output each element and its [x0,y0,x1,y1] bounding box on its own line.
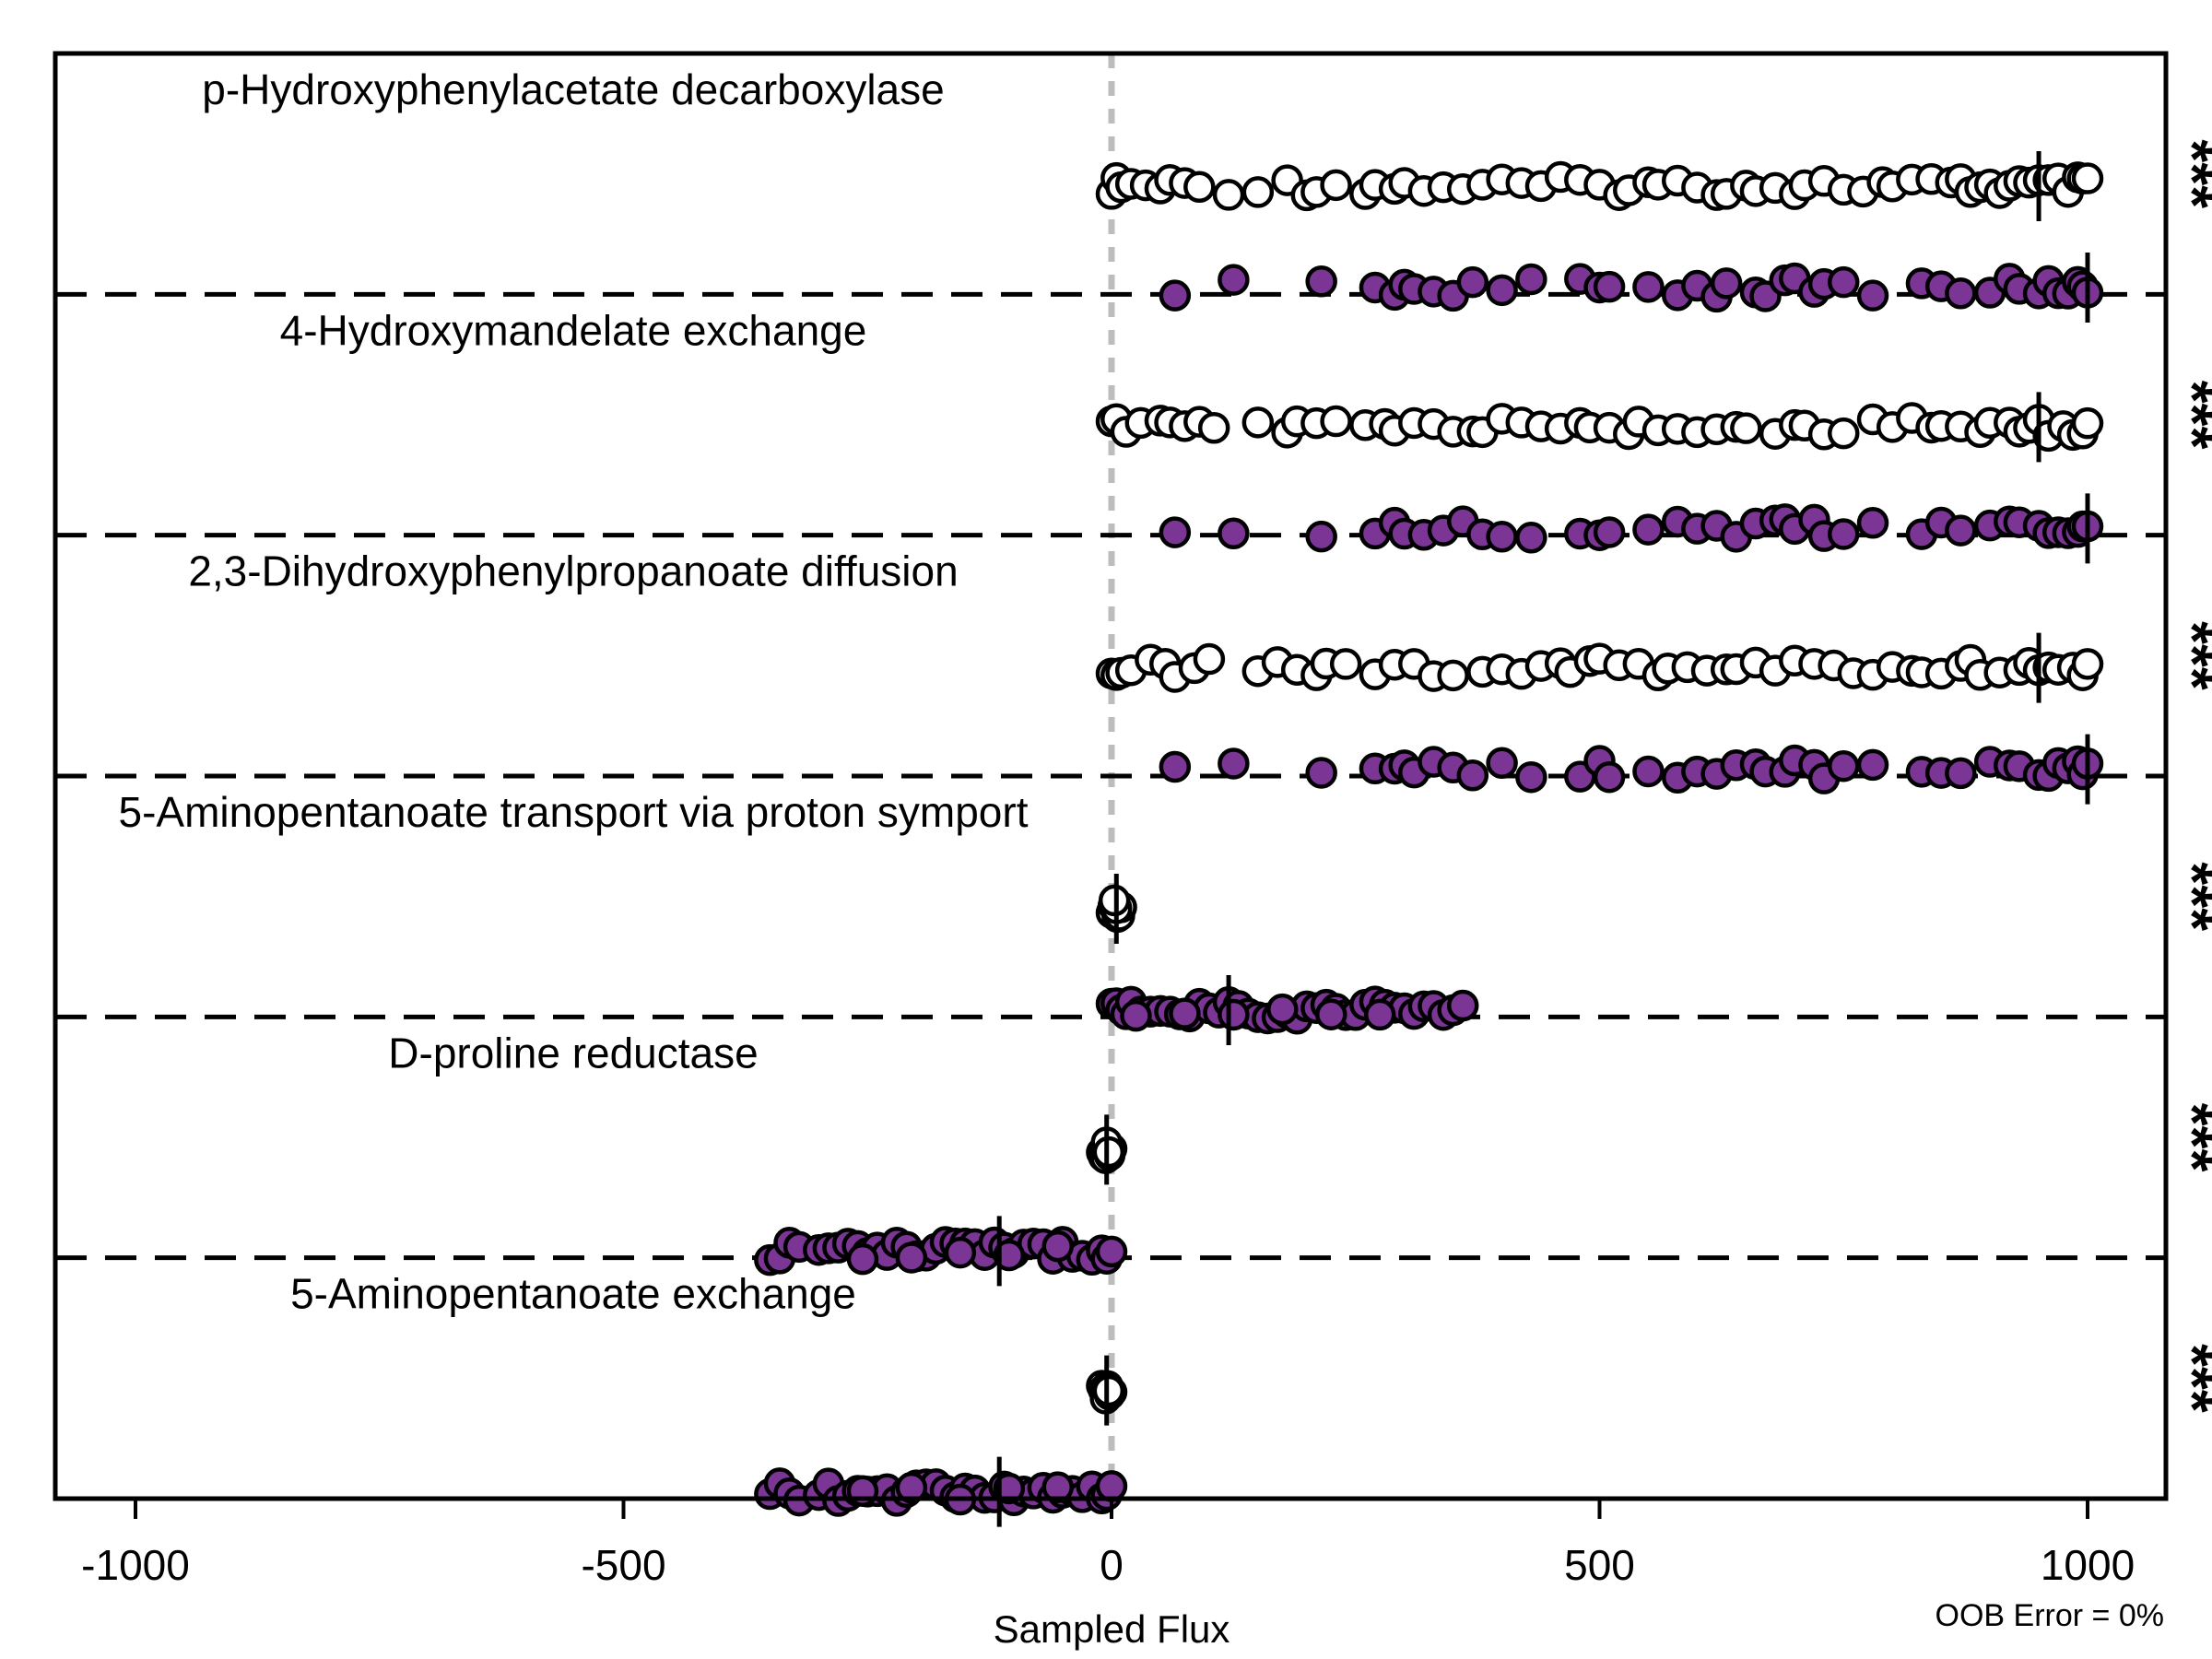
significance-marker: *** [2159,139,2212,208]
data-point-purple [1856,748,1889,782]
data-point-purple [1120,999,1152,1032]
significance-marker: *** [2159,862,2212,931]
data-point-purple [1446,989,1479,1022]
data-point-purple [846,1242,879,1276]
data-point-white [1193,642,1226,676]
data-point-white [1329,648,1362,680]
data-point-purple [1095,1235,1128,1268]
data-point-white [1241,406,1275,439]
x-tick-label: 500 [1564,1541,1635,1589]
x-tick-label: 0 [1100,1541,1124,1589]
data-point-purple [1710,267,1743,300]
data-point-white [1437,659,1469,692]
data-point-purple [1486,274,1518,307]
data-point-purple [1305,265,1337,298]
data-point-purple [895,1241,928,1274]
data-point-white [1730,412,1762,444]
significance-layer: *** *** *** *** *** *** [2159,139,2212,1412]
panel-label: D-proline reductase [388,1029,758,1077]
data-point-purple [1159,750,1192,783]
data-point-purple [1305,520,1337,553]
data-point-purple [1515,263,1547,296]
data-point-white [2071,406,2104,440]
data-point-purple [1593,270,1626,303]
data-point-purple [1218,747,1250,780]
x-tick-label: -1000 [81,1541,190,1589]
data-point-purple [944,1236,977,1269]
data-point-white [1183,171,1216,204]
data-point-purple [1218,998,1250,1031]
x-tick-label: -500 [581,1541,665,1589]
data-point-purple [1856,279,1889,312]
panel-label: p-Hydroxyphenylacetate decarboxylase [202,65,944,113]
data-point-purple [1515,522,1547,554]
data-point-purple [1632,513,1665,546]
data-point-white [2071,162,2104,194]
data-point-purple [1218,264,1250,296]
panel-label: 5-Aminopentanoate exchange [290,1270,856,1318]
data-point-purple [1315,998,1347,1030]
data-point-purple [1456,265,1489,299]
data-point-purple [1632,755,1665,788]
data-point-purple [1856,507,1889,539]
data-point-white [2071,648,2104,680]
data-point-purple [993,1239,1026,1272]
data-point-purple [1169,997,1201,1030]
data-point-white [1828,417,1860,450]
data-point-purple [1945,757,1977,790]
oob-error-annotation: OOB Error = 0% [1936,1598,2164,1633]
data-point-purple [1095,1470,1128,1502]
data-point-purple [1828,749,1860,782]
data-point-purple [1266,993,1299,1026]
significance-marker: *** [2159,381,2212,450]
x-axis: -1000 -500 0 500 1000 [81,1497,2135,1589]
panel-label: 4-Hydroxymandelate exchange [280,306,867,354]
significance-marker: *** [2159,621,2212,690]
data-points-layer [754,160,2104,1517]
data-point-purple [1159,279,1192,312]
panel-label: 5-Aminopentanoate transport via proton s… [119,788,1029,836]
data-point-purple [1486,521,1518,553]
data-point-purple [1632,271,1665,303]
data-point-purple [1041,1471,1075,1503]
data-point-purple [1828,518,1860,550]
data-point-white [1320,405,1352,438]
data-point-purple [1041,1230,1075,1263]
data-point-purple [1945,277,1977,310]
panel-label: 2,3-Dihydroxyphenylpropanoate diffusion [188,547,958,595]
data-point-purple [1456,759,1489,792]
data-point-purple [1515,760,1547,794]
panel-labels-layer: p-Hydroxyphenylacetate decarboxylase 4-Hy… [119,65,1029,1318]
median-markers-layer [996,151,2090,1527]
data-point-white [1241,176,1275,208]
data-point-purple [895,1471,928,1504]
data-point-purple [1305,757,1337,789]
data-point-purple [1363,998,1396,1031]
data-point-white [1197,411,1230,444]
x-axis-title: Sampled Flux [994,1607,1230,1651]
x-tick-label: 1000 [2041,1541,2135,1589]
data-point-purple [993,1472,1026,1505]
data-point-purple [1828,265,1860,299]
significance-marker: *** [2159,1344,2212,1413]
data-point-purple [1486,747,1518,780]
data-point-white [1212,179,1245,211]
data-point-purple [1593,760,1626,794]
data-point-purple [1218,517,1250,549]
data-point-purple [1593,516,1626,548]
data-point-white [1320,169,1352,202]
significance-marker: *** [2159,1103,2212,1172]
data-point-purple [1159,516,1192,548]
data-point-purple [1945,514,1977,547]
